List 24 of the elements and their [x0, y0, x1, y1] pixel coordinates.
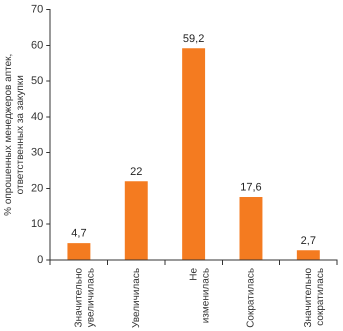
x-tick-label: Не изменилась [188, 268, 212, 324]
y-tick-label: 20 [30, 182, 44, 194]
data-label: 4,7 [71, 228, 87, 240]
data-label: 17,6 [240, 182, 262, 194]
data-label: 22 [130, 166, 142, 178]
bar [182, 48, 206, 260]
y-tick-label: 10 [30, 218, 44, 230]
x-tick-label: Значительно увеличилась [74, 268, 97, 328]
data-label: 2,7 [300, 234, 316, 247]
y-axis-title: % опрошенных менеджеров аптек, ответственных за закупки [2, 54, 26, 216]
x-tick-label: Значительно сократилась [303, 268, 326, 328]
y-tick-label: 50 [30, 75, 44, 88]
data-label: 59,2 [182, 32, 204, 45]
x-tick-label: Сократилась [246, 268, 257, 328]
x-tick-label: Увеличилась [131, 268, 142, 328]
y-tick-label: 30 [30, 146, 44, 159]
y-tick-label: 60 [30, 39, 44, 52]
bar [296, 250, 320, 260]
y-tick-label: 0 [37, 254, 44, 266]
y-tick-label: 70 [30, 4, 44, 16]
bar [67, 243, 90, 260]
bar [240, 197, 262, 260]
y-tick-label: 40 [30, 110, 44, 123]
bar [124, 181, 148, 260]
